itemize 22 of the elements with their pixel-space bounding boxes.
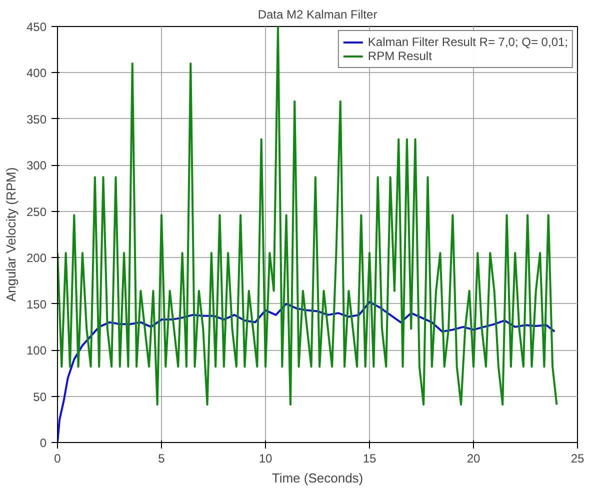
x-tick-label: 0 bbox=[54, 452, 62, 466]
y-tick-label: 450 bbox=[26, 20, 47, 34]
y-tick-label: 0 bbox=[40, 436, 47, 450]
legend-label: RPM Result bbox=[368, 49, 432, 63]
chart-title: Data M2 Kalman Filter bbox=[258, 8, 378, 22]
y-axis-title: Angular Velocity (RPM) bbox=[3, 167, 18, 302]
x-tick-label: 20 bbox=[466, 452, 480, 466]
y-tick-label: 200 bbox=[26, 251, 47, 266]
y-tick-label: 50 bbox=[33, 390, 47, 404]
line-series bbox=[58, 300, 556, 442]
y-tick-label: 350 bbox=[26, 112, 47, 126]
y-tick-label: 400 bbox=[26, 66, 47, 80]
x-tick-label: 5 bbox=[158, 452, 166, 466]
y-tick-label: 300 bbox=[26, 158, 47, 173]
legend-label: Kalman Filter Result R= 7,0; Q= 0,01; bbox=[368, 35, 568, 49]
y-tick-label: 150 bbox=[26, 297, 47, 312]
x-tick-label: 15 bbox=[362, 452, 376, 466]
y-tick-label: 250 bbox=[26, 204, 47, 219]
x-tick-label: 25 bbox=[570, 452, 584, 466]
x-tick-label: 10 bbox=[258, 452, 272, 466]
y-tick-label: 100 bbox=[26, 344, 47, 358]
x-axis-title: Time (Seconds) bbox=[272, 470, 364, 486]
